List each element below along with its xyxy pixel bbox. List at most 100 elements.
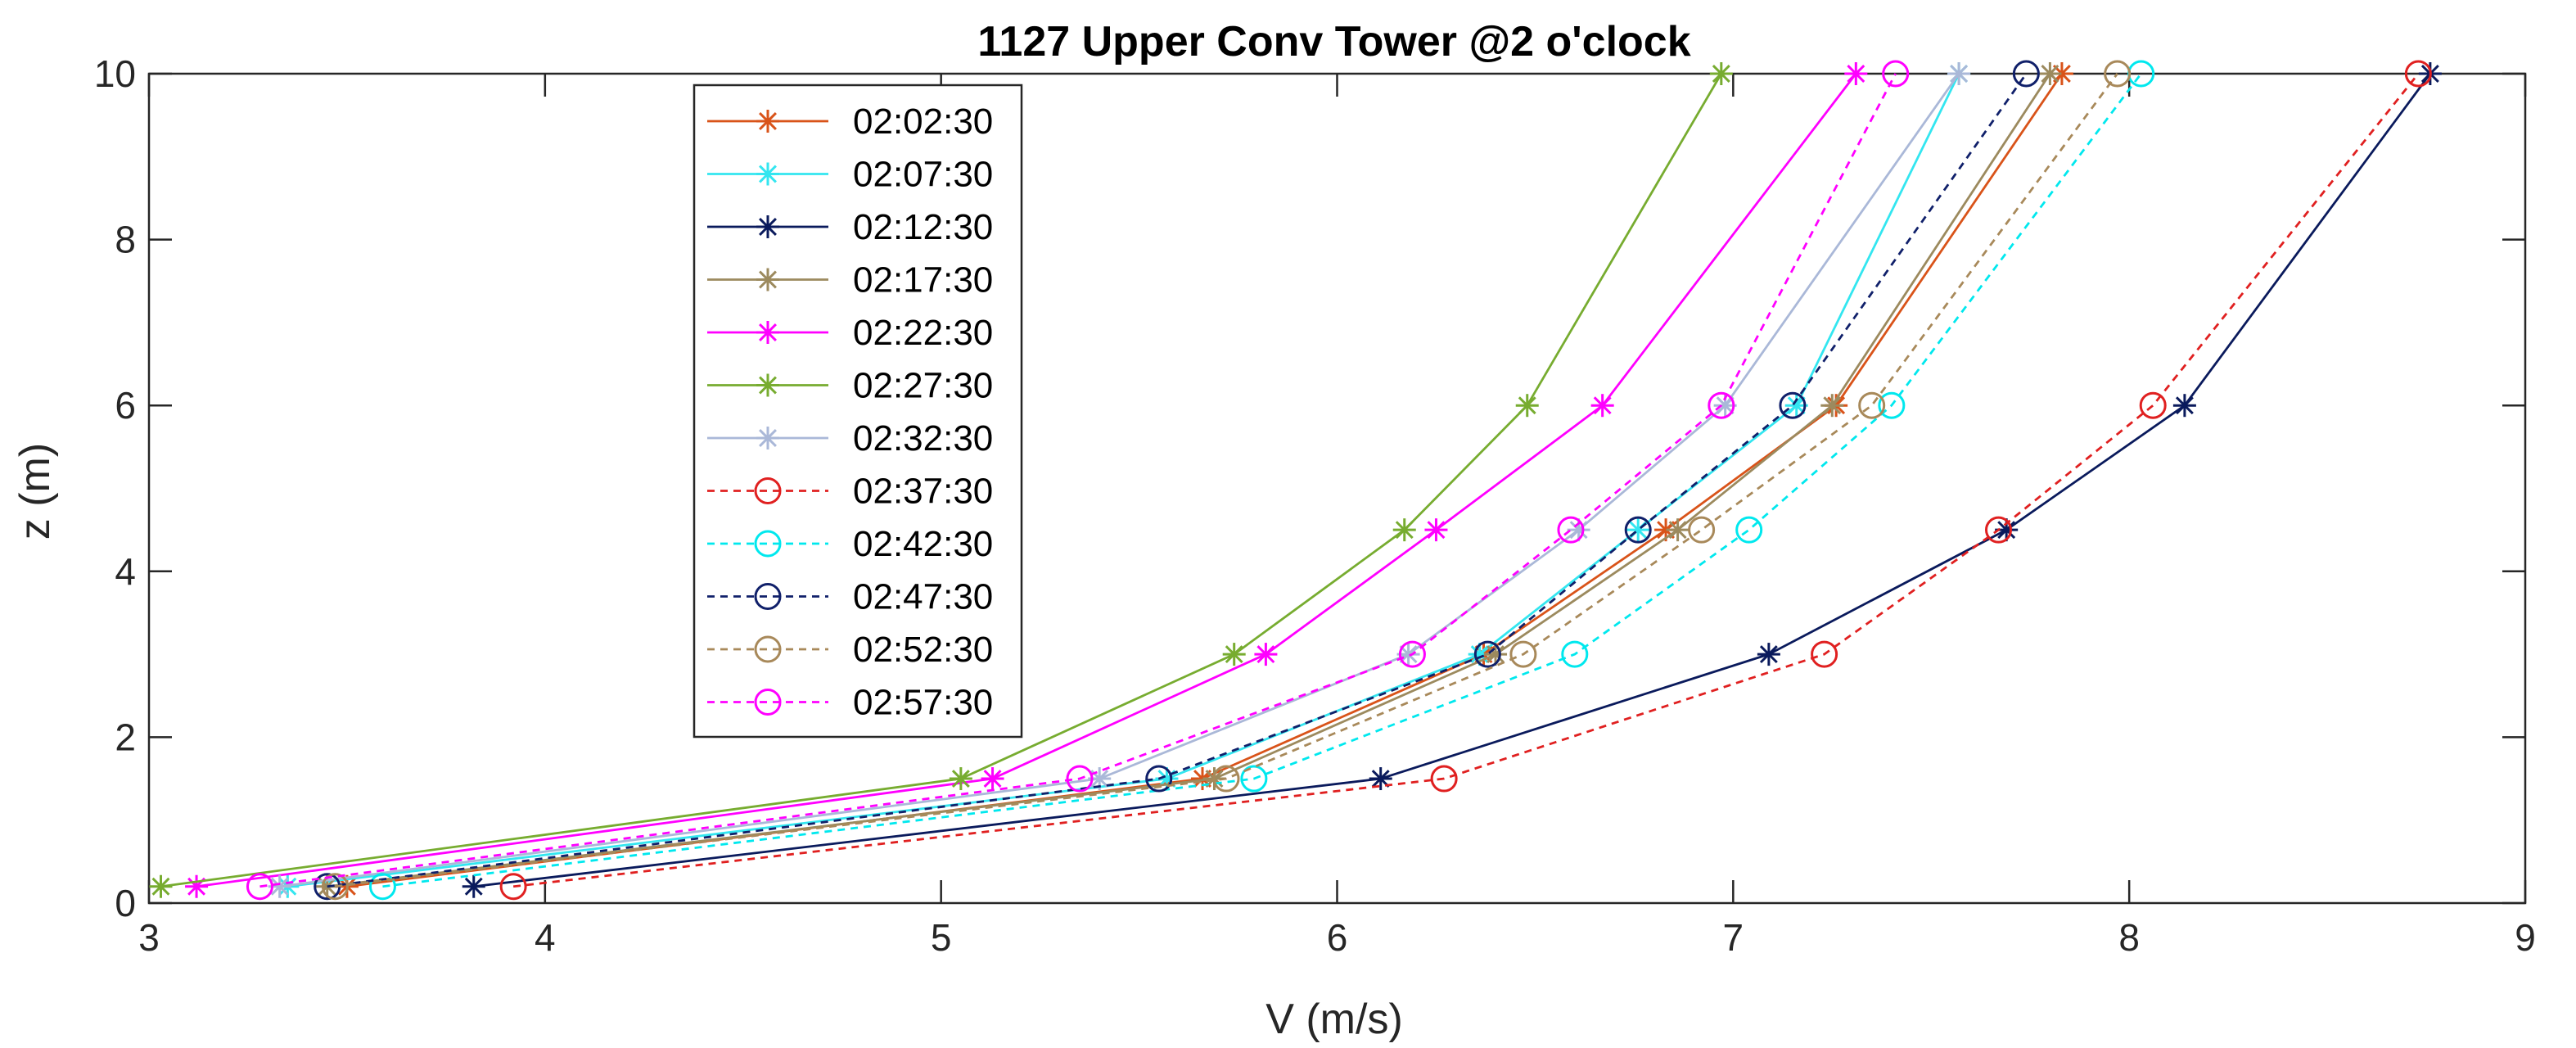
star-marker	[1567, 518, 1590, 542]
star-marker	[1369, 767, 1392, 791]
legend-entry: 02:17:30	[707, 260, 993, 300]
star-marker	[185, 874, 209, 898]
legend-label: 02:37:30	[853, 472, 993, 512]
legend-entry: 02:02:30	[707, 102, 993, 142]
x-tick-label: 8	[2118, 916, 2140, 959]
circle-marker	[1858, 391, 1886, 419]
legend-label: 02:12:30	[853, 207, 993, 247]
circle-marker	[1398, 640, 1426, 668]
series-line	[512, 73, 2420, 888]
legend-label: 02:32:30	[853, 418, 993, 458]
series-025230	[321, 60, 2132, 901]
star-marker	[756, 321, 779, 344]
star-marker	[1222, 643, 1246, 666]
star-marker	[1820, 394, 1844, 418]
legend-label: 02:47:30	[853, 577, 993, 617]
y-axis-label: z (m)	[11, 443, 59, 540]
legend-entry: 02:57:30	[707, 683, 993, 723]
series-022730	[149, 62, 1733, 898]
star-marker	[1709, 62, 1733, 85]
circle-marker	[499, 873, 527, 901]
circle-marker	[1145, 765, 1173, 793]
circle-marker	[2404, 60, 2432, 88]
legend-entry: 02:27:30	[707, 366, 993, 406]
series-line	[473, 73, 2432, 888]
star-marker	[756, 268, 779, 291]
star-marker	[949, 767, 972, 791]
series-line	[259, 73, 1897, 888]
star-marker	[981, 767, 1004, 791]
series-024230	[368, 60, 2155, 901]
series-layer	[149, 60, 2442, 901]
star-marker	[1757, 643, 1780, 666]
circle-marker	[1509, 640, 1537, 668]
star-marker	[756, 427, 779, 449]
chart-title: 1127 Upper Conv Tower @2 o'clock	[977, 18, 1690, 66]
legend-entry: 02:47:30	[707, 577, 993, 617]
x-tick-label: 4	[535, 916, 556, 959]
legend-label: 02:02:30	[853, 102, 993, 142]
x-tick-label: 3	[138, 916, 160, 959]
star-marker	[1947, 62, 1971, 85]
legend-entry: 02:37:30	[707, 472, 993, 512]
circle-marker	[2139, 391, 2167, 419]
circle-marker	[754, 635, 782, 663]
y-tick-label: 6	[115, 384, 136, 427]
circle-marker	[321, 873, 349, 901]
circle-marker	[1561, 640, 1589, 668]
circle-marker	[1066, 765, 1094, 793]
circle-marker	[754, 477, 782, 504]
star-marker	[1484, 643, 1508, 666]
series-023730	[499, 60, 2432, 901]
series-line	[160, 73, 1723, 888]
circle-marker	[1985, 516, 2013, 544]
circle-marker	[1688, 516, 1716, 544]
circle-marker	[368, 873, 396, 901]
series-line	[335, 73, 2118, 888]
star-marker	[756, 373, 779, 397]
x-tick-label: 5	[931, 916, 952, 959]
circle-marker	[1240, 765, 1268, 793]
legend: 02:02:30 02:07:30 02:12:30 02:17:30 02:22:30…	[692, 84, 1023, 739]
series-025730	[246, 60, 1910, 901]
star-marker	[1590, 394, 1614, 418]
legend-label: 02:22:30	[853, 313, 993, 353]
circle-marker	[246, 873, 273, 901]
y-tick-label: 4	[115, 550, 136, 593]
star-marker	[1396, 643, 1420, 666]
circle-marker	[1430, 765, 1458, 793]
star-marker	[1254, 643, 1278, 666]
series-line	[196, 73, 1857, 888]
circle-marker	[754, 583, 782, 610]
legend-label: 02:42:30	[853, 524, 993, 564]
circle-marker	[1557, 516, 1585, 544]
circle-marker	[754, 530, 782, 558]
circle-marker	[1735, 516, 1763, 544]
legend-label: 02:52:30	[853, 630, 993, 670]
circle-marker	[1882, 60, 1910, 88]
circle-marker	[1624, 516, 1652, 544]
legend-entry: 02:32:30	[707, 418, 993, 458]
star-marker	[462, 874, 485, 898]
circle-marker	[2104, 60, 2132, 88]
star-marker	[1392, 518, 1416, 542]
circle-marker	[1473, 640, 1501, 668]
legend-entry: 02:07:30	[707, 155, 993, 195]
legend-label: 02:57:30	[853, 683, 993, 723]
circle-marker	[754, 689, 782, 716]
star-marker	[1844, 62, 1868, 85]
x-tick-label: 9	[2515, 916, 2536, 959]
x-axis-label: V (m/s)	[1265, 996, 1403, 1043]
star-marker	[1666, 518, 1690, 542]
circle-marker	[1779, 391, 1807, 419]
circle-marker	[1811, 640, 1838, 668]
circle-marker	[2012, 60, 2040, 88]
y-tick-label: 10	[94, 52, 136, 95]
y-tick-label: 0	[115, 882, 136, 924]
circle-marker	[1212, 765, 1240, 793]
series-line	[327, 73, 2051, 888]
star-marker	[756, 110, 779, 133]
series-022230	[185, 62, 1868, 898]
x-axis-ticks: 3 4 5 6 7 8 9	[138, 74, 2536, 959]
series-line	[279, 73, 1960, 888]
